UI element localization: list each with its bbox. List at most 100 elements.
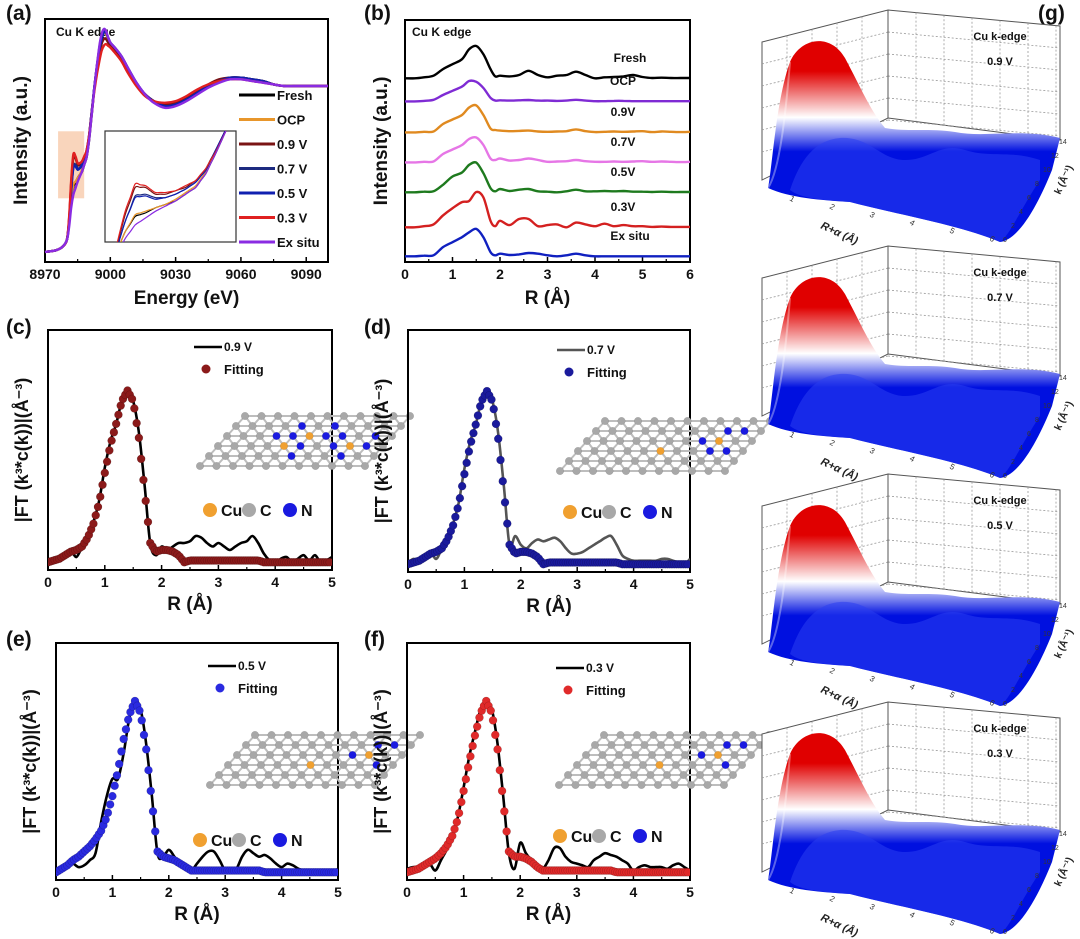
atom-copper xyxy=(306,760,315,770)
fit-marker xyxy=(466,752,475,761)
atom-carbon xyxy=(622,760,631,770)
x-tick-label: 3 xyxy=(221,884,229,900)
grid-line xyxy=(887,119,1061,137)
y-tick-label: 8 xyxy=(1035,873,1039,880)
surface-title: Cu k-edge xyxy=(973,495,1026,507)
atom-copper xyxy=(714,436,724,446)
atom-carbon xyxy=(572,760,582,770)
atom-nitrogen xyxy=(373,740,383,750)
legend-atom-label: C xyxy=(260,503,272,520)
surface-title: Cu k-edge xyxy=(973,267,1026,279)
atom-carbon xyxy=(273,411,283,421)
y-tick-label: 4 xyxy=(1019,673,1023,680)
series-line-4 xyxy=(404,160,690,194)
atom-carbon xyxy=(707,426,716,436)
atom-carbon xyxy=(682,730,691,740)
atom-carbon xyxy=(654,466,664,476)
atom-carbon xyxy=(300,730,309,740)
atom-carbon xyxy=(670,780,679,790)
fit-marker xyxy=(493,745,502,754)
chart-d-ft-fitting: 0 1 2 3 4 5 R (Å) |FT (k³*c(k))|(Å⁻³) 0.7 V Fitti… xyxy=(372,329,775,617)
series-label: 0.7V xyxy=(611,135,636,149)
atom-carbon xyxy=(360,461,370,471)
atom-carbon xyxy=(254,451,263,461)
fit-marker xyxy=(96,492,105,501)
atom-carbon xyxy=(674,426,683,436)
x-tick-label: 9030 xyxy=(160,266,191,282)
atom-carbon xyxy=(638,466,647,476)
grid-line xyxy=(887,517,1061,535)
atom-carbon xyxy=(596,770,606,780)
atom-carbon xyxy=(731,436,740,446)
legend-atom-cu xyxy=(203,503,217,517)
atom-carbon xyxy=(344,461,353,471)
atom-carbon xyxy=(281,421,290,431)
atom-carbon xyxy=(288,780,297,790)
x-tick-label: 6 xyxy=(988,698,997,708)
atom-carbon xyxy=(278,461,287,471)
atom-carbon xyxy=(261,461,271,471)
atom-carbon xyxy=(666,416,676,426)
atom-carbon xyxy=(571,780,580,790)
atom-carbon xyxy=(737,760,747,770)
fit-marker xyxy=(471,420,480,429)
structure-model xyxy=(554,730,774,790)
y-axis-label: Intensity (a.u.) xyxy=(371,77,392,206)
atom-carbon xyxy=(600,416,610,426)
x-tick-label: 3 xyxy=(868,210,877,220)
atom-carbon xyxy=(238,780,248,790)
legend-atom-n xyxy=(283,503,297,517)
fit-marker xyxy=(117,747,126,756)
x-tick-label: 9000 xyxy=(95,266,126,282)
grid-line xyxy=(887,789,1061,807)
x-tick-label: 1 xyxy=(449,266,457,282)
surface-ridges xyxy=(790,829,1040,934)
atom-nitrogen xyxy=(297,421,307,431)
atom-carbon xyxy=(689,446,698,456)
atom-carbon xyxy=(397,750,407,760)
atom-nitrogen xyxy=(330,421,340,431)
atom-carbon xyxy=(639,446,649,456)
atom-carbon xyxy=(264,770,273,780)
atom-carbon xyxy=(337,780,347,790)
y-tick-label: 14 xyxy=(1059,375,1067,382)
fit-marker xyxy=(463,763,473,772)
fit-marker xyxy=(488,716,498,725)
atom-carbon xyxy=(606,446,616,456)
atom-carbon xyxy=(704,760,714,770)
atom-carbon xyxy=(327,461,337,471)
y-tick-label: 4 xyxy=(1019,445,1023,452)
atom-nitrogen xyxy=(287,451,296,461)
panel-label-d: (d) xyxy=(364,316,391,339)
atom-carbon xyxy=(605,466,614,476)
atom-carbon xyxy=(354,431,364,441)
grid-line xyxy=(887,289,1061,307)
atom-carbon xyxy=(580,770,589,780)
atom-carbon xyxy=(212,461,221,471)
fit-marker xyxy=(325,557,332,567)
fit-marker xyxy=(468,741,477,751)
fit-marker xyxy=(91,511,100,520)
atom-carbon xyxy=(712,770,721,780)
fit-marker xyxy=(139,475,148,485)
atom-carbon xyxy=(620,780,630,790)
atom-carbon xyxy=(614,456,623,466)
surface-highlight xyxy=(767,525,791,653)
fit-marker xyxy=(89,519,98,528)
fit-marker xyxy=(683,868,690,877)
atom-carbon xyxy=(204,451,214,461)
atom-nitrogen xyxy=(336,451,346,461)
atom-nitrogen xyxy=(338,431,347,441)
inset-series-4 xyxy=(118,131,226,242)
atom-carbon xyxy=(265,750,275,760)
atom-carbon xyxy=(331,750,341,760)
legend-label: OCP xyxy=(277,113,306,128)
structure-model xyxy=(555,416,775,476)
x-tick-label: 1 xyxy=(788,658,797,668)
atom-nitrogen xyxy=(362,441,371,451)
atom-copper xyxy=(655,760,664,770)
y-axis-label: |FT (k³*c(k))|(Å⁻³) xyxy=(371,689,391,834)
atom-carbon xyxy=(681,436,691,446)
y-tick-label: 10 xyxy=(1043,859,1051,866)
chart-f-ft-fitting: 0 1 2 3 4 5 R (Å) |FT (k³*c(k))|(Å⁻³) 0.3 V Fitti… xyxy=(371,642,774,925)
